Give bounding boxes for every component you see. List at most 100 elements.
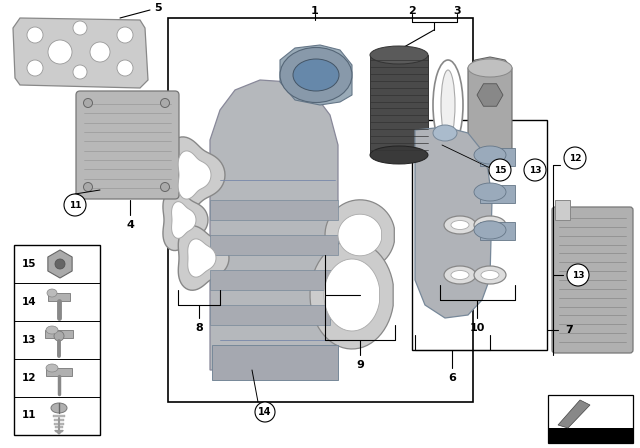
Ellipse shape	[370, 46, 428, 64]
Ellipse shape	[46, 364, 58, 372]
Ellipse shape	[83, 99, 93, 108]
Ellipse shape	[468, 59, 512, 77]
Circle shape	[567, 264, 589, 286]
Bar	[210, 235, 338, 255]
Text: 1: 1	[311, 6, 319, 16]
Circle shape	[564, 147, 586, 169]
Bar	[548, 428, 633, 443]
Polygon shape	[163, 190, 208, 250]
Bar	[55, 426, 63, 428]
Bar	[210, 200, 338, 220]
Text: 15: 15	[493, 165, 506, 175]
Bar	[412, 120, 547, 350]
Polygon shape	[48, 250, 72, 278]
Polygon shape	[172, 202, 196, 238]
Ellipse shape	[47, 289, 57, 297]
Text: 3: 3	[453, 6, 461, 16]
Ellipse shape	[433, 60, 463, 150]
Bar	[548, 395, 633, 443]
Ellipse shape	[161, 99, 170, 108]
Ellipse shape	[90, 42, 110, 62]
Ellipse shape	[73, 65, 87, 79]
Ellipse shape	[161, 182, 170, 191]
Text: 252326: 252326	[575, 435, 604, 444]
Polygon shape	[168, 137, 225, 213]
Bar	[14, 245, 100, 435]
Text: 7: 7	[565, 325, 573, 335]
Ellipse shape	[370, 146, 428, 164]
Text: 15: 15	[22, 259, 36, 269]
Ellipse shape	[54, 331, 64, 341]
Text: 4: 4	[126, 220, 134, 230]
Polygon shape	[480, 185, 515, 203]
Circle shape	[255, 402, 275, 422]
Text: 11: 11	[22, 410, 36, 420]
Ellipse shape	[481, 271, 499, 280]
Text: 14: 14	[22, 297, 36, 307]
Ellipse shape	[441, 70, 455, 140]
Ellipse shape	[280, 47, 352, 103]
Text: 12: 12	[569, 154, 581, 163]
Ellipse shape	[474, 183, 506, 201]
Bar	[48, 293, 70, 301]
Polygon shape	[480, 222, 515, 240]
Polygon shape	[415, 127, 492, 318]
Bar	[555, 200, 570, 220]
Text: 12: 12	[22, 373, 36, 383]
Bar	[168, 18, 473, 402]
Ellipse shape	[117, 27, 133, 43]
Polygon shape	[310, 241, 393, 349]
Ellipse shape	[48, 40, 72, 64]
Polygon shape	[480, 148, 515, 166]
Bar	[54, 419, 65, 421]
Text: 11: 11	[68, 201, 81, 210]
Ellipse shape	[444, 216, 476, 234]
FancyBboxPatch shape	[552, 207, 633, 353]
Bar	[210, 305, 330, 325]
Text: 6: 6	[448, 373, 456, 383]
Polygon shape	[188, 239, 216, 277]
Ellipse shape	[51, 403, 67, 413]
Polygon shape	[324, 259, 380, 331]
Text: 10: 10	[469, 323, 484, 333]
Polygon shape	[338, 214, 381, 256]
Text: 5: 5	[154, 3, 162, 13]
Polygon shape	[179, 226, 229, 290]
Polygon shape	[558, 400, 590, 428]
Bar	[54, 422, 64, 425]
Bar	[53, 415, 65, 417]
Ellipse shape	[474, 146, 506, 164]
Ellipse shape	[46, 326, 58, 334]
Polygon shape	[325, 200, 394, 270]
Bar	[45, 330, 73, 338]
Polygon shape	[13, 18, 148, 88]
Circle shape	[64, 194, 86, 216]
Bar	[210, 270, 335, 290]
Polygon shape	[178, 151, 211, 199]
Polygon shape	[477, 84, 503, 106]
Ellipse shape	[433, 125, 457, 141]
Text: 13: 13	[529, 165, 541, 175]
Ellipse shape	[481, 220, 499, 229]
Circle shape	[489, 159, 511, 181]
Ellipse shape	[27, 27, 43, 43]
Ellipse shape	[451, 220, 469, 229]
FancyBboxPatch shape	[76, 91, 179, 199]
Polygon shape	[280, 45, 352, 105]
Ellipse shape	[293, 59, 339, 91]
Circle shape	[524, 159, 546, 181]
Polygon shape	[210, 80, 338, 370]
Polygon shape	[54, 430, 64, 435]
Bar	[56, 430, 63, 432]
Ellipse shape	[117, 60, 133, 76]
Bar	[212, 345, 338, 380]
Text: 14: 14	[259, 407, 272, 417]
Ellipse shape	[474, 216, 506, 234]
Ellipse shape	[474, 266, 506, 284]
Ellipse shape	[55, 259, 65, 269]
Ellipse shape	[83, 182, 93, 191]
Text: 13: 13	[22, 335, 36, 345]
Ellipse shape	[27, 60, 43, 76]
Text: 8: 8	[195, 323, 203, 333]
Ellipse shape	[444, 266, 476, 284]
